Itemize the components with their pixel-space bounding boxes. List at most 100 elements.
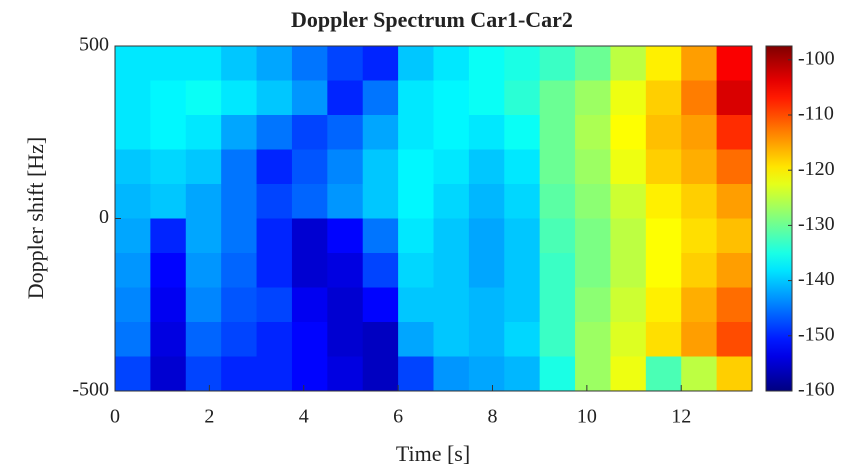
heatmap-cell bbox=[539, 115, 576, 150]
heatmap-cell bbox=[185, 46, 222, 81]
heatmap-cell bbox=[150, 218, 187, 254]
heatmap-cell bbox=[645, 46, 682, 81]
heatmap-cell bbox=[610, 46, 647, 81]
heatmap-cell bbox=[539, 149, 576, 185]
heatmap-cell bbox=[504, 287, 541, 323]
heatmap-cell bbox=[504, 184, 541, 219]
colorbar-tick-label: -100 bbox=[798, 47, 835, 69]
heatmap-cell bbox=[433, 253, 470, 288]
heatmap-cell bbox=[504, 218, 541, 254]
heatmap-cell bbox=[468, 287, 505, 323]
heatmap-cell bbox=[150, 115, 187, 150]
heatmap-cell bbox=[362, 287, 399, 323]
heatmap-cell bbox=[115, 46, 151, 81]
heatmap-cell bbox=[362, 80, 399, 116]
heatmap-cell bbox=[398, 356, 434, 392]
heatmap-cell bbox=[256, 218, 293, 254]
heatmap-cell bbox=[468, 80, 505, 116]
heatmap-cell bbox=[610, 253, 647, 288]
heatmap-cell bbox=[256, 80, 293, 116]
heatmap-cell bbox=[539, 46, 576, 81]
heatmap-cell bbox=[115, 80, 151, 116]
heatmap-cell bbox=[256, 184, 293, 219]
heatmap-cell bbox=[468, 322, 505, 357]
colorbar-tick-label: -110 bbox=[798, 103, 834, 125]
heatmap-cell bbox=[150, 80, 187, 116]
heatmap-cell bbox=[433, 115, 470, 150]
heatmap-cell bbox=[291, 322, 328, 357]
heatmap-cell bbox=[610, 218, 647, 254]
heatmap-cell bbox=[362, 356, 399, 392]
heatmap-cell bbox=[291, 115, 328, 150]
heatmap-cell bbox=[256, 356, 293, 392]
heatmap-cell bbox=[645, 115, 682, 150]
heatmap-cell bbox=[681, 115, 718, 150]
heatmap-cell bbox=[504, 80, 541, 116]
heatmap-cell bbox=[327, 322, 364, 357]
heatmap-cell bbox=[468, 115, 505, 150]
heatmap-cell bbox=[115, 322, 151, 357]
heatmap-cell bbox=[398, 46, 434, 81]
heatmap-cell bbox=[115, 184, 151, 219]
heatmap-cell bbox=[221, 184, 258, 219]
x-tick-label: 12 bbox=[671, 406, 691, 428]
heatmap-cell bbox=[221, 253, 258, 288]
x-tick-label: 0 bbox=[110, 406, 120, 428]
heatmap-cell bbox=[681, 184, 718, 219]
heatmap-cell bbox=[645, 356, 682, 392]
heatmap-cell bbox=[398, 80, 434, 116]
heatmap-cell bbox=[150, 322, 187, 357]
colorbar-tick-label: -120 bbox=[798, 158, 835, 180]
heatmap-cell bbox=[185, 356, 222, 392]
heatmap-cell bbox=[539, 287, 576, 323]
heatmap-cell bbox=[433, 356, 470, 392]
heatmap-cell bbox=[185, 115, 222, 150]
heatmap-cell bbox=[221, 356, 258, 392]
heatmap-cell bbox=[362, 46, 399, 81]
heatmap-cell bbox=[610, 115, 647, 150]
heatmap-cell bbox=[185, 149, 222, 185]
heatmap-cell bbox=[468, 184, 505, 219]
heatmap-cell bbox=[645, 218, 682, 254]
heatmap-cell bbox=[681, 80, 718, 116]
heatmap-cell bbox=[539, 253, 576, 288]
heatmap-cell bbox=[115, 253, 151, 288]
heatmap-cell bbox=[150, 149, 187, 185]
heatmap-cell bbox=[115, 356, 151, 392]
heatmap-cell bbox=[115, 218, 151, 254]
heatmap-cell bbox=[468, 218, 505, 254]
heatmap-cell bbox=[610, 287, 647, 323]
heatmap-cell bbox=[716, 80, 753, 116]
heatmap-cell bbox=[398, 253, 434, 288]
colorbar-tick-label: -150 bbox=[798, 323, 835, 345]
heatmap-cell bbox=[327, 184, 364, 219]
heatmap-cell bbox=[185, 253, 222, 288]
heatmap-cell bbox=[291, 253, 328, 288]
x-tick-label: 8 bbox=[487, 406, 497, 428]
heatmap-cell bbox=[645, 253, 682, 288]
heatmap-cell bbox=[575, 322, 611, 357]
heatmap-cell bbox=[256, 253, 293, 288]
heatmap-cell bbox=[575, 149, 611, 185]
heatmap-cell bbox=[504, 149, 541, 185]
heatmap-cell bbox=[362, 115, 399, 150]
heatmap-cell bbox=[610, 322, 647, 357]
heatmap-cell bbox=[433, 218, 470, 254]
heatmap-cell bbox=[468, 253, 505, 288]
heatmap-cell bbox=[327, 115, 364, 150]
chart-title: Doppler Spectrum Car1-Car2 bbox=[291, 7, 573, 32]
heatmap-cell bbox=[575, 356, 611, 392]
heatmap-cell bbox=[185, 322, 222, 357]
heatmap-cell bbox=[716, 253, 753, 288]
heatmap-cell bbox=[716, 46, 753, 81]
heatmap-cell bbox=[575, 287, 611, 323]
heatmap-cell bbox=[291, 356, 328, 392]
heatmap-cell bbox=[256, 322, 293, 357]
heatmap-cell bbox=[681, 253, 718, 288]
heatmap-cell bbox=[645, 80, 682, 116]
heatmap-cell bbox=[645, 149, 682, 185]
x-tick-label: 10 bbox=[577, 406, 597, 428]
heatmap-cell bbox=[575, 184, 611, 219]
heatmap-cell bbox=[398, 184, 434, 219]
